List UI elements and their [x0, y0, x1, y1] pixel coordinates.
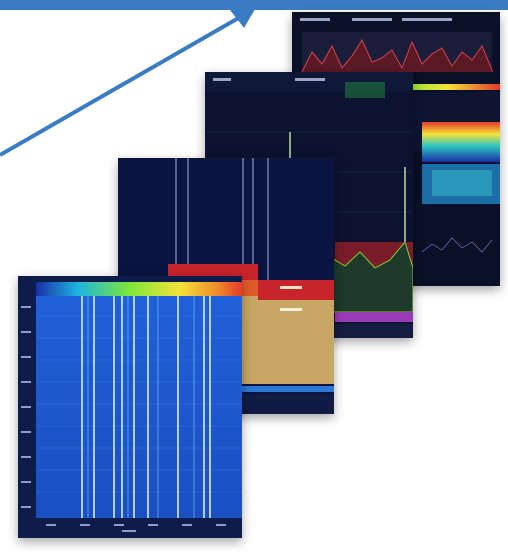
waterfall-panel[interactable] — [18, 276, 242, 538]
waterfall-display — [18, 276, 242, 538]
